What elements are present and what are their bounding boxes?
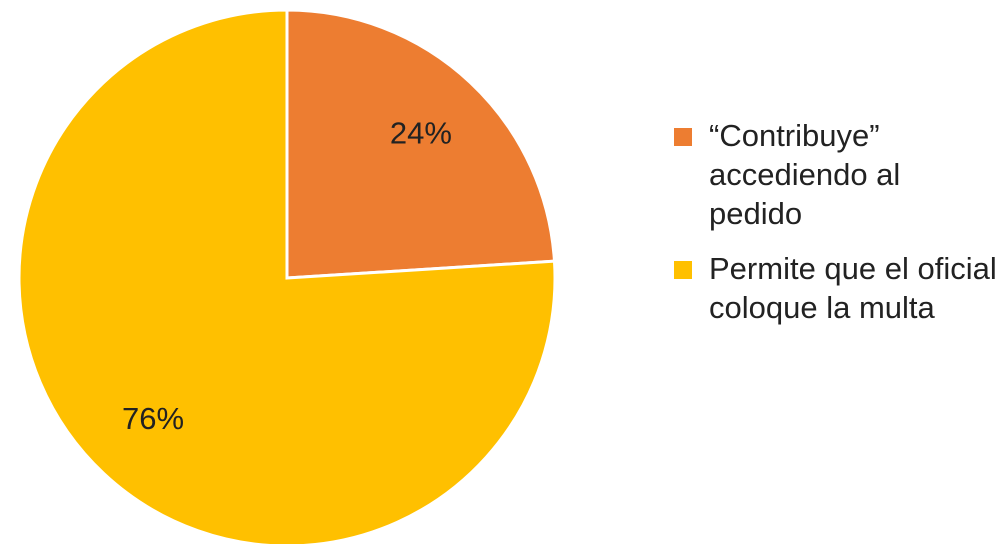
slice-data-label-0: 24% <box>390 116 452 151</box>
legend-label-contribuye: “Contribuye” accediendo al pedido <box>709 118 901 231</box>
pie-slices <box>17 8 557 544</box>
legend-label-permite: Permite que el oficial coloque la multa <box>709 251 997 325</box>
pie-slice-1 <box>17 8 557 544</box>
pie-slice-0 <box>285 8 557 280</box>
chart-legend: “Contribuye” accediendo al pedido Permit… <box>674 116 999 343</box>
legend-item-contribuye: “Contribuye” accediendo al pedido <box>674 116 999 233</box>
slice-data-label-1: 76% <box>122 401 184 436</box>
legend-swatch-contribuye <box>674 128 692 146</box>
pie-data-labels: 24% 76% <box>122 116 452 436</box>
legend-swatch-permite <box>674 261 692 279</box>
legend-item-permite: Permite que el oficial coloque la multa <box>674 249 999 327</box>
